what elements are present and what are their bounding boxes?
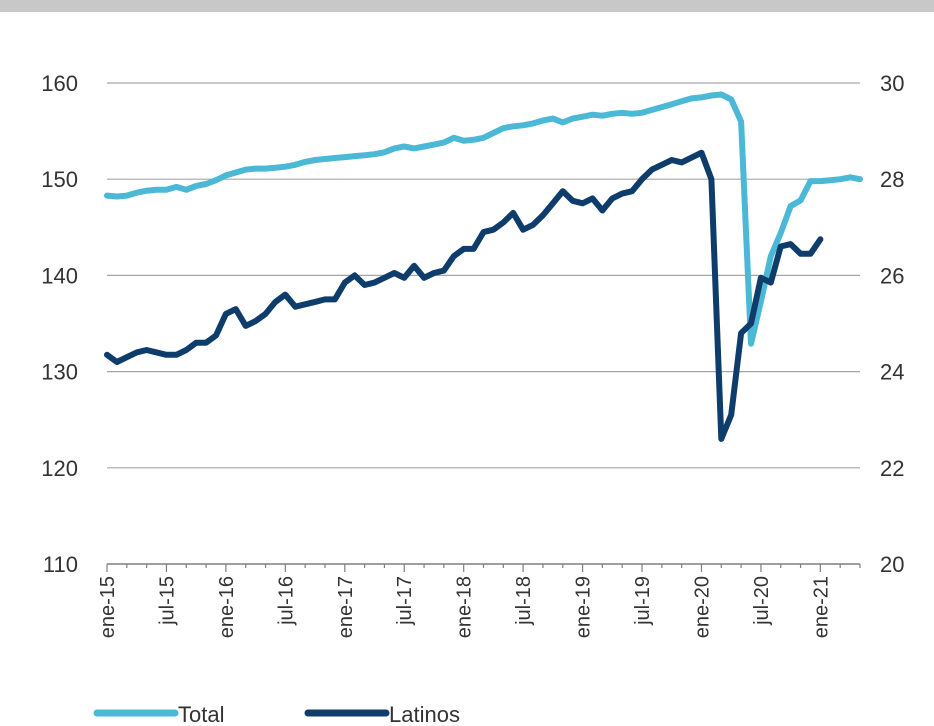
legend-label-latinos: Latinos — [389, 702, 460, 726]
x-tick-label: ene-21 — [810, 576, 832, 638]
x-tick-label: ene-15 — [97, 576, 119, 638]
x-tick-label: ene-17 — [335, 576, 357, 638]
x-tick-label: jul-15 — [156, 576, 178, 626]
x-axis: ene-15 jul-15 ene-16 jul-16 ene-17 jul-17 ene-… — [97, 564, 860, 638]
top-banner — [0, 0, 934, 12]
legend: Total Latinos — [97, 702, 460, 726]
x-tick-label: ene-16 — [216, 576, 238, 638]
legend-item-latinos: Latinos — [308, 702, 460, 726]
right-tick-label: 22 — [880, 456, 904, 481]
left-tick-label: 150 — [41, 167, 78, 192]
x-tick-label: ene-19 — [573, 576, 595, 638]
left-tick-label: 120 — [41, 456, 78, 481]
x-tick-label: jul-20 — [751, 576, 773, 626]
series-line-total — [107, 95, 860, 344]
legend-label-total: Total — [178, 702, 224, 726]
left-y-axis: 160 150 140 130 120 110 — [41, 71, 78, 577]
right-tick-label: 28 — [880, 167, 904, 192]
right-tick-label: 26 — [880, 263, 904, 288]
left-tick-label: 140 — [41, 263, 78, 288]
x-tick-label: ene-20 — [691, 576, 713, 638]
series-lines — [107, 95, 860, 439]
x-tick-label: jul-19 — [632, 576, 654, 626]
right-y-axis: 30 28 26 24 22 20 — [880, 71, 904, 577]
right-tick-label: 20 — [880, 552, 904, 577]
legend-item-total: Total — [97, 702, 224, 726]
x-tick-label: ene-18 — [454, 576, 476, 638]
right-tick-label: 24 — [880, 360, 904, 385]
x-tick-label: jul-16 — [275, 576, 297, 626]
x-tick-label: jul-17 — [394, 576, 416, 626]
left-tick-label: 160 — [41, 71, 78, 96]
x-tick-label: jul-18 — [513, 576, 535, 626]
right-tick-label: 30 — [880, 71, 904, 96]
left-tick-label: 130 — [41, 360, 78, 385]
series-line-latinos — [107, 153, 820, 439]
left-tick-label: 110 — [43, 552, 78, 577]
